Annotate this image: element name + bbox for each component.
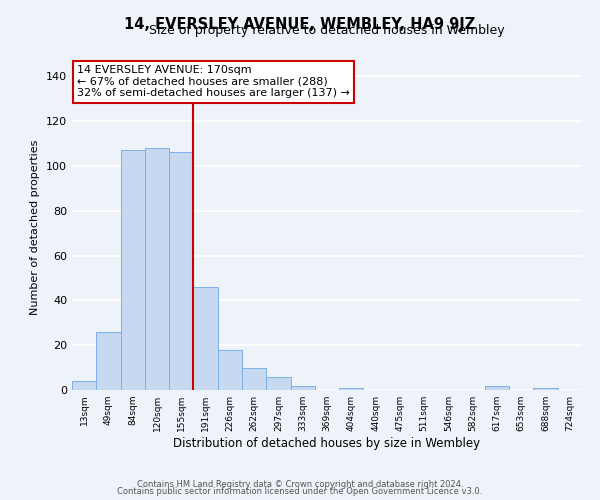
Bar xyxy=(485,386,509,390)
Text: 14 EVERSLEY AVENUE: 170sqm
← 67% of detached houses are smaller (288)
32% of sem: 14 EVERSLEY AVENUE: 170sqm ← 67% of deta… xyxy=(77,65,350,98)
Text: Contains HM Land Registry data © Crown copyright and database right 2024.: Contains HM Land Registry data © Crown c… xyxy=(137,480,463,489)
Bar xyxy=(145,148,169,390)
Text: Contains public sector information licensed under the Open Government Licence v3: Contains public sector information licen… xyxy=(118,487,482,496)
X-axis label: Distribution of detached houses by size in Wembley: Distribution of detached houses by size … xyxy=(173,437,481,450)
Y-axis label: Number of detached properties: Number of detached properties xyxy=(31,140,40,315)
Bar xyxy=(290,386,315,390)
Title: Size of property relative to detached houses in Wembley: Size of property relative to detached ho… xyxy=(149,24,505,38)
Bar xyxy=(72,381,96,390)
Bar xyxy=(242,368,266,390)
Text: 14, EVERSLEY AVENUE, WEMBLEY, HA9 9JZ: 14, EVERSLEY AVENUE, WEMBLEY, HA9 9JZ xyxy=(124,18,476,32)
Bar xyxy=(339,388,364,390)
Bar xyxy=(266,376,290,390)
Bar xyxy=(218,350,242,390)
Bar xyxy=(193,287,218,390)
Bar xyxy=(121,150,145,390)
Bar xyxy=(96,332,121,390)
Bar xyxy=(533,388,558,390)
Bar xyxy=(169,152,193,390)
